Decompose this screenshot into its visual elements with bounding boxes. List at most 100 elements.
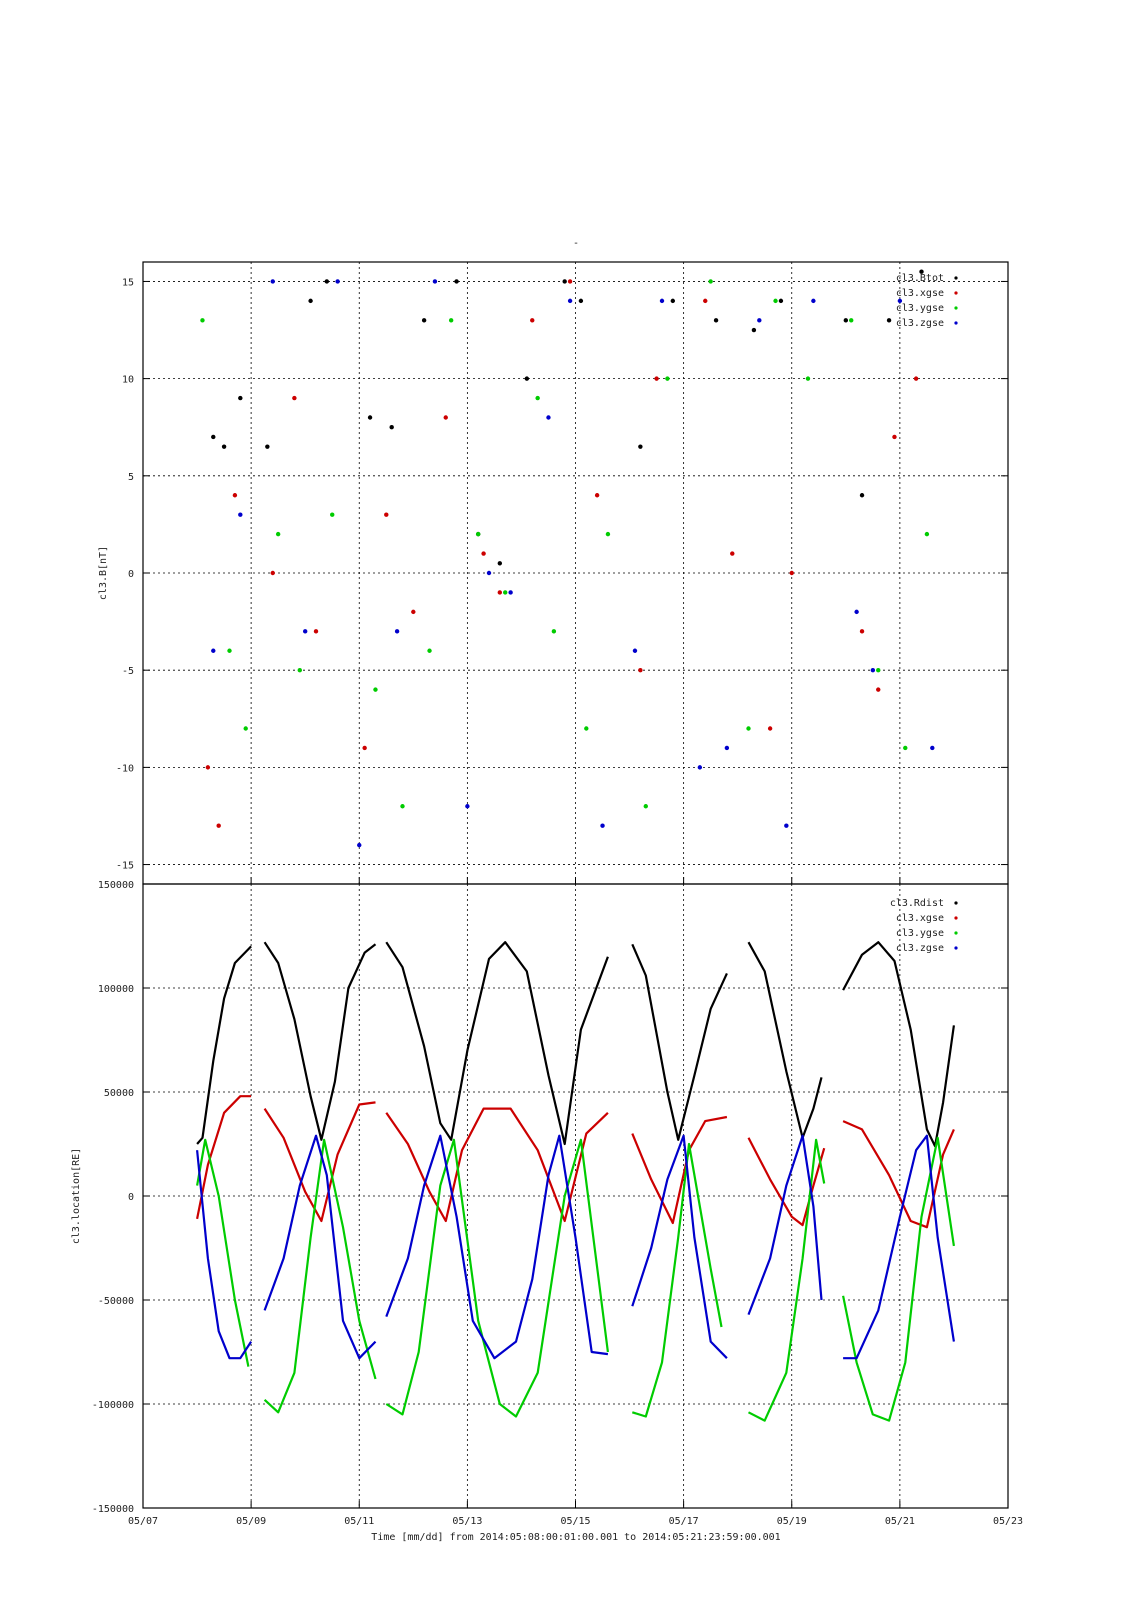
y-tick-label: 100000: [98, 984, 134, 995]
data-point: [216, 823, 221, 828]
data-point: [697, 765, 703, 770]
data-point: [211, 434, 216, 440]
data-point: [654, 376, 659, 381]
data-point: [870, 667, 876, 673]
series-line: [747, 1137, 826, 1227]
legend-label: cl3.zgse: [896, 943, 944, 954]
data-point: [876, 687, 881, 692]
series-line: [842, 941, 955, 1148]
data-point: [481, 551, 486, 556]
data-point: [454, 279, 459, 284]
data-point: [238, 395, 243, 401]
data-point: [605, 531, 611, 537]
data-point: [730, 551, 735, 556]
data-point: [778, 298, 784, 304]
legend-label: cl3.ygse: [896, 928, 944, 939]
data-point: [324, 279, 330, 284]
data-point: [448, 318, 454, 323]
data-point: [789, 570, 794, 576]
x-tick-label: 05/17: [669, 1516, 699, 1527]
data-point: [897, 298, 903, 304]
series-line: [842, 1136, 955, 1422]
data-point: [486, 570, 492, 576]
data-point: [811, 298, 816, 304]
data-point: [297, 667, 302, 673]
data-point: [427, 648, 432, 653]
legend-swatch: [954, 276, 958, 280]
data-lines: [196, 941, 955, 1422]
x-tick-label: 05/19: [777, 1516, 807, 1527]
y-tick-label: 15: [122, 277, 134, 288]
data-point: [373, 687, 378, 692]
data-point: [708, 279, 713, 284]
data-point: [232, 493, 238, 498]
series-line: [631, 943, 728, 1141]
data-point: [497, 590, 503, 595]
legend-label: cl3.xgse: [896, 288, 944, 299]
y-tick-label: -10: [116, 763, 134, 774]
y-tick-label: 0: [128, 569, 134, 580]
data-point: [384, 512, 389, 517]
y-axis-label: cl3.location[RE]: [71, 1148, 82, 1244]
y-tick-label: -100000: [92, 1400, 134, 1411]
data-point: [638, 667, 643, 673]
data-point: [357, 842, 362, 848]
data-point: [578, 298, 584, 304]
data-point: [503, 590, 508, 595]
data-point: [497, 561, 503, 566]
y-tick-label: 50000: [104, 1088, 134, 1099]
data-point: [335, 279, 340, 284]
legend-label: cl3.Btot: [896, 273, 944, 284]
data-point: [703, 298, 708, 304]
y-axis-ticks: -150000 -100000 -50000 0 50000 100000 150000: [92, 880, 1008, 1515]
data-point: [876, 667, 881, 673]
legend-swatch: [954, 931, 958, 935]
legend-swatch: [954, 916, 958, 920]
data-point: [465, 804, 470, 809]
series-line: [747, 1134, 823, 1315]
y-tick-label: 5: [128, 472, 134, 483]
series-line: [842, 1120, 955, 1229]
x-tick-label: 05/15: [560, 1516, 590, 1527]
data-point: [643, 804, 648, 809]
data-point: [221, 444, 227, 449]
series-line: [747, 1138, 826, 1422]
data-point: [508, 590, 513, 595]
data-point: [746, 726, 751, 731]
y-tick-label: -150000: [92, 1504, 134, 1515]
data-point: [854, 609, 859, 615]
data-point: [913, 376, 919, 381]
series-line: [196, 1150, 253, 1360]
data-point: [421, 318, 427, 323]
magnetic-field-panel: -15 -10 -5 0 5 10 15 cl3.B[nT] cl3.Btot cl3.xgs…: [98, 261, 1009, 885]
y-tick-label: -5: [122, 666, 134, 677]
data-point: [843, 318, 849, 323]
x-tick-label: 05/09: [236, 1516, 266, 1527]
series-line: [385, 1134, 609, 1360]
data-point: [859, 493, 865, 498]
legend: cl3.Btot cl3.xgse cl3.ygse cl3.zgse: [896, 273, 958, 329]
series-line: [385, 1107, 609, 1223]
data-point: [659, 298, 665, 304]
data-point: [362, 745, 367, 751]
data-point: [567, 298, 573, 304]
data-point: [859, 629, 865, 634]
data-point: [367, 415, 373, 420]
data-point: [903, 745, 908, 751]
data-point: [227, 648, 232, 653]
data-point: [665, 376, 670, 381]
data-point: [594, 493, 600, 498]
data-point: [600, 823, 605, 828]
data-point: [924, 531, 930, 537]
data-point: [713, 318, 719, 323]
legend-swatch: [954, 946, 958, 950]
data-point: [238, 512, 243, 517]
data-point: [892, 434, 897, 440]
data-point: [530, 318, 535, 323]
series-line: [631, 1142, 723, 1418]
data-point: [211, 648, 216, 653]
data-point: [638, 444, 643, 449]
data-point: [886, 318, 892, 323]
data-point: [400, 804, 405, 809]
